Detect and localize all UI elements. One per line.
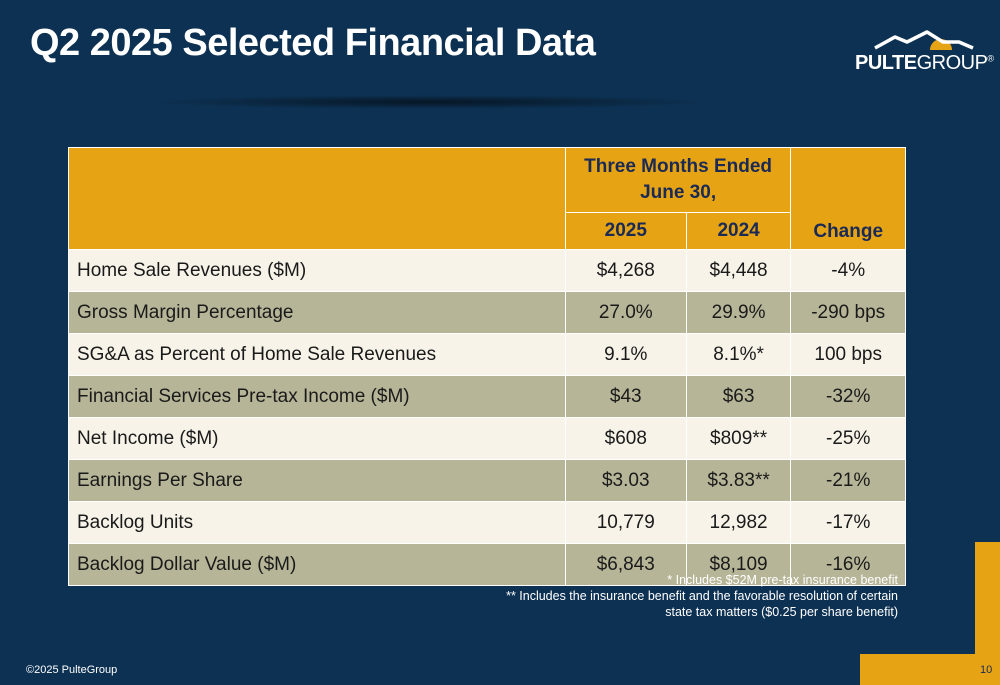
value-change: 100 bps (790, 333, 906, 376)
row-label: Earnings Per Share (68, 459, 566, 502)
row-label: Net Income ($M) (68, 417, 566, 460)
row-label: Gross Margin Percentage (68, 291, 566, 334)
table-row: Net Income ($M) $608 $809** -25% (68, 417, 906, 460)
table-row: Home Sale Revenues ($M) $4,268 $4,448 -4… (68, 249, 906, 292)
value-change: -290 bps (790, 291, 906, 334)
value-2025: $608 (564, 417, 687, 460)
pultegroup-logo: PULTEGROUP® (855, 28, 994, 78)
table-row: Financial Services Pre-tax Income ($M) $… (68, 375, 906, 418)
value-change: -4% (790, 249, 906, 292)
table-row: Backlog Dollar Value ($M) $6,843 $8,109 … (68, 543, 906, 586)
value-2024: $4,448 (685, 249, 792, 292)
value-2025: 27.0% (564, 291, 687, 334)
header-period: Three Months Ended June 30, (564, 147, 792, 213)
header-blank-cell (68, 147, 566, 250)
slide-title: Q2 2025 Selected Financial Data (30, 22, 596, 64)
financial-data-table: Three Months Ended June 30, Change 2025 … (68, 147, 906, 586)
value-change: -21% (790, 459, 906, 502)
page-number: 10 (980, 664, 993, 676)
row-label: Home Sale Revenues ($M) (68, 249, 566, 292)
table-row: Gross Margin Percentage 27.0% 29.9% -290… (68, 291, 906, 334)
table-row: Earnings Per Share $3.03 $3.83** -21% (68, 459, 906, 502)
footnote-2-continued: state tax matters ($0.25 per share benef… (665, 605, 898, 619)
table-header-row: Three Months Ended June 30, Change (68, 147, 906, 250)
value-change: -32% (790, 375, 906, 418)
table-row: SG&A as Percent of Home Sale Revenues 9.… (68, 333, 906, 376)
row-label: Backlog Dollar Value ($M) (68, 543, 566, 586)
table-row: Backlog Units 10,779 12,982 -17% (68, 501, 906, 544)
footnote-2: ** Includes the insurance benefit and th… (506, 589, 898, 603)
value-2024: $809** (685, 417, 792, 460)
row-label: Backlog Units (68, 501, 566, 544)
decorative-gold-bar (975, 542, 1000, 655)
table-subheader-row: 2025 2024 (69, 212, 906, 250)
value-2024: $3.83** (685, 459, 792, 502)
title-shadow (150, 95, 710, 109)
value-change: -25% (790, 417, 906, 460)
value-2024: 12,982 (685, 501, 792, 544)
header-change: Change (790, 147, 906, 250)
value-2025: $4,268 (564, 249, 687, 292)
house-roof-sun-icon (874, 30, 974, 58)
page-number-block (860, 654, 1000, 685)
value-2024: 8.1%* (685, 333, 792, 376)
value-2025: 10,779 (564, 501, 687, 544)
logo-wordmark: PULTEGROUP® (855, 52, 994, 74)
value-2024: $63 (685, 375, 792, 418)
value-2025: $43 (564, 375, 687, 418)
header-2024: 2024 (685, 212, 792, 250)
value-change: -17% (790, 501, 906, 544)
value-2025: 9.1% (564, 333, 687, 376)
value-2024: $8,109 (685, 543, 792, 586)
value-change: -16% (790, 543, 906, 586)
value-2025: $3.03 (564, 459, 687, 502)
value-2024: 29.9% (685, 291, 792, 334)
row-label: Financial Services Pre-tax Income ($M) (68, 375, 566, 418)
header-2025: 2025 (564, 212, 687, 250)
footnote-1: * Includes $52M pre-tax insurance benefi… (667, 573, 898, 587)
row-label: SG&A as Percent of Home Sale Revenues (68, 333, 566, 376)
footnotes: * Includes $52M pre-tax insurance benefi… (506, 572, 898, 620)
copyright: ©2025 PulteGroup (26, 664, 118, 676)
value-2025: $6,843 (564, 543, 687, 586)
